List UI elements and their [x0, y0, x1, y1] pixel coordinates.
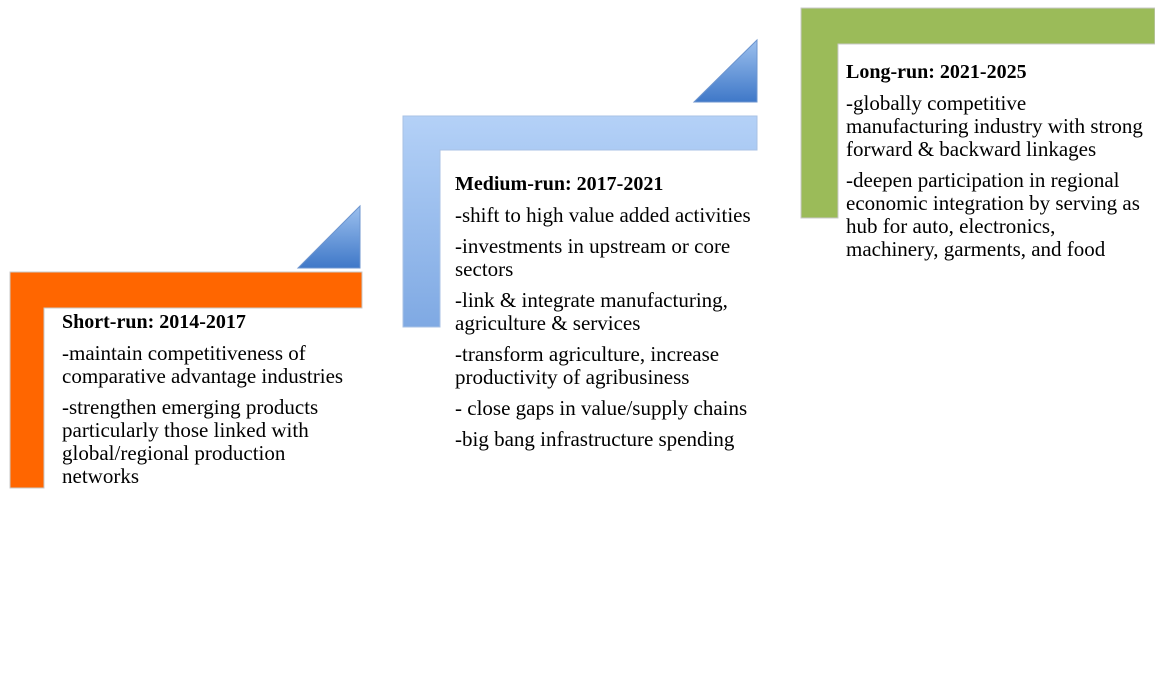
stage-title: Long-run: 2021-2025 [846, 61, 1027, 83]
stage-title: Short-run: 2014-2017 [62, 311, 246, 333]
arrow-triangle [692, 38, 758, 103]
long-run-bracket [800, 7, 1155, 219]
stage-title: Medium-run: 2017-2021 [455, 173, 664, 195]
stage-item: -strengthen emerging products particular… [62, 395, 319, 488]
stage-text: Short-run: 2014-2017 -maintain competiti… [62, 311, 362, 496]
short-run-bracket [9, 271, 363, 489]
stage-item: -big bang infrastructure spending [455, 427, 735, 451]
stage-item: - close gaps in value/supply chains [455, 396, 748, 420]
stage-item: -shift to high value added activities [455, 203, 751, 227]
medium-run-bracket [402, 115, 758, 328]
stage-text: Long-run: 2021-2025 -globally competitiv… [846, 61, 1146, 269]
stage-item: -globally competitive manufacturing indu… [846, 91, 1143, 161]
stage-item: -deepen participation in regional econom… [846, 168, 1140, 261]
stage-item: -transform agriculture, increase product… [455, 342, 720, 389]
stage-item: -maintain competitiveness of comparative… [62, 341, 344, 388]
stage-item: -link & integrate manufacturing, agricul… [455, 288, 728, 335]
arrow-triangle [296, 204, 361, 269]
stage-text: Medium-run: 2017-2021 -shift to high val… [455, 173, 753, 459]
stage-item: -investments in upstream or core sectors [455, 234, 731, 281]
